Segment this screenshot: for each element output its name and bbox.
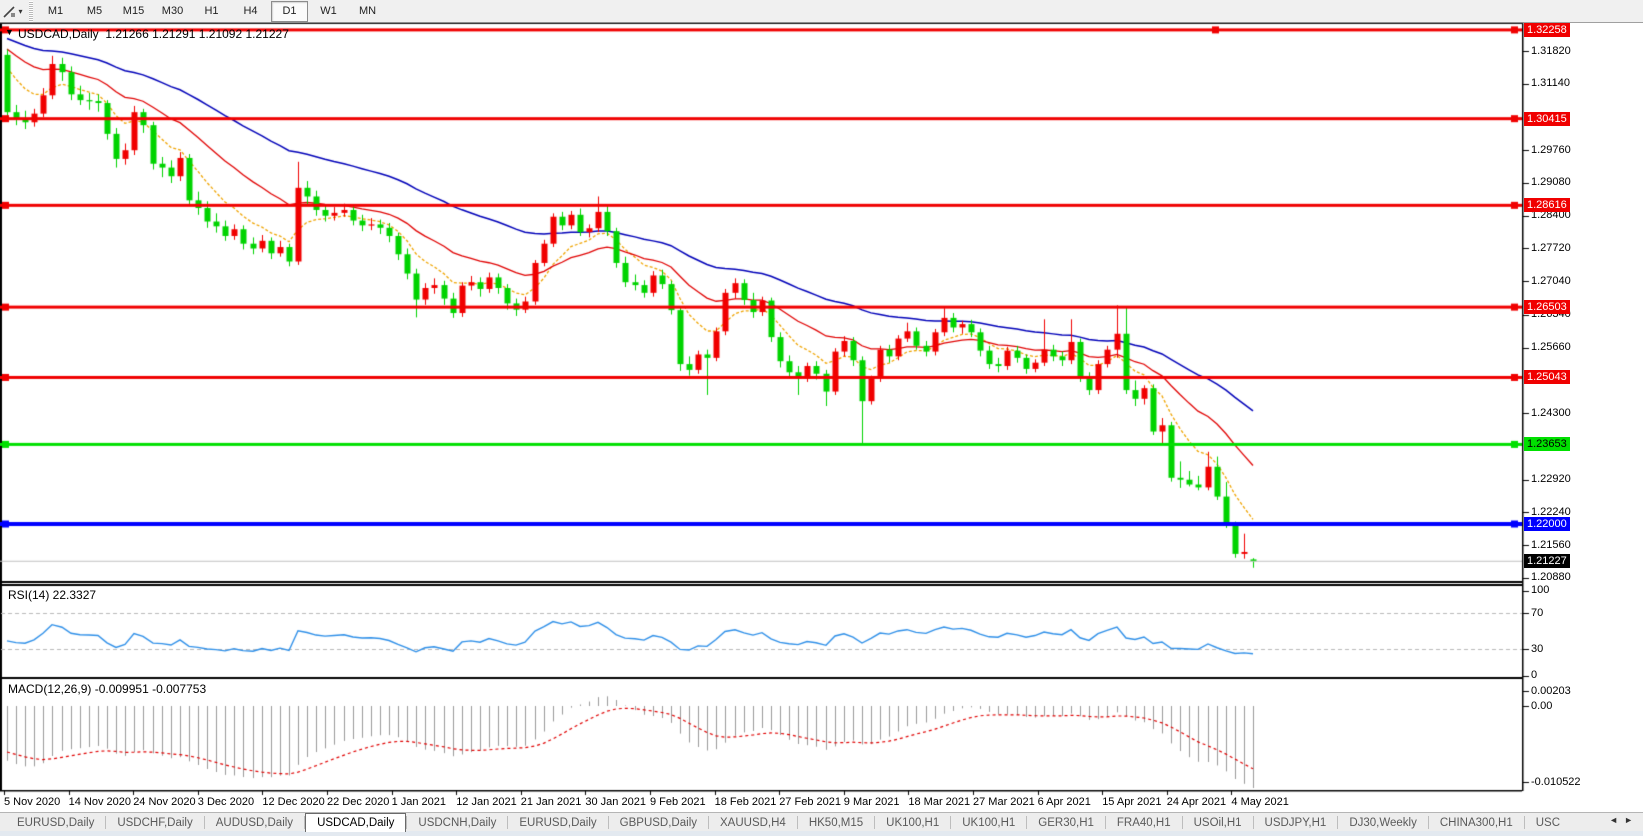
- date-axis-label: 6 Apr 2021: [1037, 796, 1091, 808]
- price-level-badge: 1.28616: [1524, 198, 1570, 213]
- tab-divider: [406, 816, 408, 829]
- status-bar: [0, 831, 1643, 836]
- macd-axis-label: 0.00: [1531, 699, 1553, 712]
- macd-axis-label: -0.010522: [1531, 775, 1581, 788]
- price-axis-label: 1.27720: [1531, 241, 1571, 254]
- tab-divider: [1104, 816, 1106, 829]
- price-level-badge: 1.22000: [1524, 517, 1570, 532]
- chart-collapse-icon[interactable]: ▼: [5, 27, 14, 37]
- price-axis-label: 1.31820: [1531, 44, 1571, 57]
- price-axis-label: 1.31140: [1531, 77, 1570, 90]
- date-axis-label: 24 Nov 2020: [133, 796, 196, 808]
- price-axis-label: 1.22920: [1531, 473, 1571, 486]
- price-level-badge: 1.32258: [1524, 22, 1570, 37]
- price-level-badge: 1.25043: [1524, 370, 1570, 385]
- price-axis-label: 1.25660: [1531, 341, 1571, 354]
- price-level-badge: 1.26503: [1524, 300, 1570, 315]
- chart-tab-hk50-m15[interactable]: HK50,M15: [808, 816, 864, 829]
- tab-divider: [105, 816, 107, 829]
- date-axis-label: 30 Jan 2021: [585, 796, 646, 808]
- tab-scroll-right-icon[interactable]: ►: [1624, 815, 1639, 825]
- macd-axis-label: 0.00203: [1531, 684, 1571, 697]
- date-axis-label: 1 Jan 2021: [391, 796, 447, 808]
- tab-scroll-arrows[interactable]: ◄►: [1609, 815, 1639, 825]
- rsi-axis-label: 0: [1531, 669, 1538, 682]
- chart-tab-audusd-daily[interactable]: AUDUSD,Daily: [215, 816, 294, 829]
- date-axis-label: 14 Nov 2020: [68, 796, 131, 808]
- chart-tab-usdcnh-daily[interactable]: USDCNH,Daily: [418, 816, 497, 829]
- date-axis-label: 18 Mar 2021: [908, 796, 971, 808]
- tab-scroll-left-icon[interactable]: ◄: [1609, 815, 1625, 825]
- rsi-axis-label: 100: [1531, 584, 1550, 596]
- price-axis-label: 1.27040: [1531, 274, 1571, 287]
- date-axis-label: 27 Mar 2021: [973, 796, 1035, 808]
- chart-ohlc-header: USDCAD,Daily 1.21266 1.21291 1.21092 1.2…: [18, 27, 289, 41]
- chart-tab-usdchf-daily[interactable]: USDCHF,Daily: [117, 816, 193, 829]
- date-axis-label: 15 Apr 2021: [1102, 796, 1162, 808]
- chart-tab-uk100-h1[interactable]: UK100,H1: [886, 816, 940, 829]
- chart-tab-usoil-h1[interactable]: USOil,H1: [1193, 816, 1242, 829]
- date-axis-label: 5 Nov 2020: [4, 796, 61, 808]
- chart-tab-fra40-h1[interactable]: FRA40,H1: [1116, 816, 1171, 829]
- date-axis-label: 9 Mar 2021: [843, 796, 900, 808]
- date-axis-label: 24 Apr 2021: [1166, 796, 1227, 808]
- price-level-badge: 1.21227: [1524, 554, 1570, 569]
- date-axis-label: 12 Jan 2021: [456, 796, 517, 808]
- date-axis-label: 3 Dec 2020: [197, 796, 255, 808]
- date-axis-label: 18 Feb 2021: [714, 796, 777, 808]
- chart-tab-ger30-h1[interactable]: GER30,H1: [1038, 816, 1094, 829]
- chart-tab-eurusd-daily[interactable]: EURUSD,Daily: [17, 816, 95, 829]
- price-level-badge: 1.30415: [1524, 111, 1570, 126]
- price-level-badge: 1.23653: [1524, 437, 1570, 452]
- tab-divider: [1427, 816, 1429, 829]
- price-axis-label: 1.29760: [1531, 143, 1571, 156]
- chart-tab-xauusd-h4[interactable]: XAUUSD,H4: [720, 816, 786, 829]
- tab-divider: [1337, 816, 1339, 829]
- date-axis-label: 12 Dec 2020: [262, 796, 325, 808]
- tab-divider: [1523, 816, 1525, 829]
- price-axis-label: 1.22240: [1531, 505, 1571, 518]
- chart-tab-usc[interactable]: USC: [1535, 816, 1561, 829]
- chart-tab-uk100-h1[interactable]: UK100,H1: [962, 816, 1016, 829]
- tab-divider: [507, 816, 509, 829]
- chart-tab-gbpusd-daily[interactable]: GBPUSD,Daily: [619, 816, 697, 829]
- chart-tab-bar: EURUSD,Daily USDCHF,Daily AUDUSD,Daily USDC…: [0, 812, 1643, 832]
- date-axis-label: 9 Feb 2021: [650, 796, 706, 808]
- chart-tab-eurusd-daily[interactable]: EURUSD,Daily: [519, 816, 597, 829]
- chart-tab-dj30-weekly[interactable]: DJ30,Weekly: [1349, 816, 1417, 829]
- date-axis-label: 4 May 2021: [1231, 796, 1289, 808]
- tab-divider: [708, 816, 709, 829]
- tab-divider: [1026, 816, 1028, 829]
- chart-tab-china300-h1[interactable]: CHINA300,H1: [1439, 816, 1513, 829]
- tab-divider: [950, 816, 952, 829]
- price-axis-label: 1.20880: [1531, 571, 1571, 584]
- chart-ohlc-values: 1.21266 1.21291 1.21092 1.21227: [105, 27, 289, 41]
- price-axis-label: 1.21560: [1531, 538, 1571, 551]
- date-axis-label: 22 Dec 2020: [327, 796, 390, 808]
- date-axis-label: 27 Feb 2021: [779, 796, 841, 808]
- tab-divider: [1252, 816, 1254, 829]
- chart-symbol-label: USDCAD,Daily: [18, 27, 99, 41]
- price-axis-label: 1.29080: [1531, 176, 1571, 189]
- tab-divider: [607, 816, 609, 829]
- rsi-axis-label: 70: [1531, 606, 1544, 619]
- price-axis-label: 1.24300: [1531, 406, 1571, 419]
- tab-divider: [796, 816, 798, 829]
- tab-divider: [203, 816, 205, 829]
- chart-tab-usdjpy-h1[interactable]: USDJPY,H1: [1264, 816, 1327, 829]
- rsi-label: RSI(14) 22.3327: [8, 588, 97, 602]
- tab-divider: [304, 816, 306, 829]
- chart-tab-usdcad-daily[interactable]: USDCAD,Daily: [305, 813, 407, 832]
- tab-divider: [1181, 816, 1183, 829]
- macd-label: MACD(12,26,9) -0.009951 -0.007753: [8, 682, 207, 696]
- tab-divider: [874, 816, 876, 829]
- date-axis-label: 21 Jan 2021: [520, 796, 582, 808]
- rsi-axis-label: 30: [1531, 642, 1544, 655]
